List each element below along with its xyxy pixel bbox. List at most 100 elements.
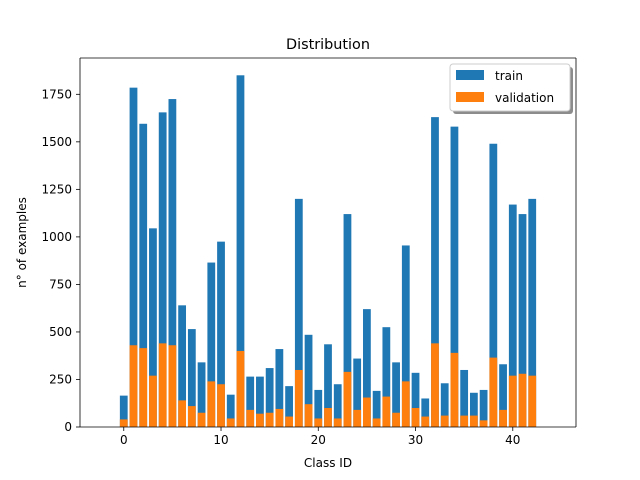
bar-validation-1 [129, 345, 138, 427]
bar-train-13 [246, 376, 255, 427]
bar-validation-14 [256, 413, 264, 427]
bar-train-31 [421, 398, 430, 427]
bar-validation-2 [139, 348, 148, 427]
bar-validation-27 [382, 396, 391, 427]
bar-train-9 [207, 262, 216, 427]
bar-train-5 [168, 99, 177, 427]
bar-train-39 [499, 364, 507, 427]
bar-validation-37 [479, 420, 488, 427]
bar-train-20 [314, 389, 323, 427]
bar-validation-38 [489, 357, 498, 427]
bar-train-16 [275, 349, 284, 427]
bar-train-35 [460, 369, 469, 427]
bar-validation-25 [363, 397, 371, 427]
bar-validation-13 [246, 409, 255, 427]
y-tick-label: 1250 [41, 182, 72, 196]
bar-train-19 [304, 334, 313, 427]
bar-validation-17 [285, 416, 293, 427]
y-axis-label: n° of examples [15, 197, 29, 288]
x-tick-label: 10 [213, 433, 228, 447]
bar-train-25 [363, 309, 371, 427]
y-tick-label: 1000 [41, 230, 72, 244]
legend-swatch-train [456, 70, 484, 80]
bar-validation-4 [158, 343, 167, 427]
bar-train-41 [518, 214, 527, 427]
bar-train-26 [372, 390, 381, 427]
bar-train-12 [236, 75, 245, 428]
validation-bars [119, 343, 537, 427]
bar-train-11 [226, 394, 235, 427]
bar-validation-21 [324, 407, 332, 427]
x-tick-label: 30 [408, 433, 423, 447]
chart-title: Distribution [286, 37, 370, 53]
bar-train-40 [508, 204, 517, 427]
bar-validation-41 [518, 373, 527, 427]
bar-validation-26 [372, 418, 381, 427]
bar-validation-16 [275, 408, 284, 427]
x-tick-label: 40 [505, 433, 520, 447]
bar-validation-11 [226, 418, 235, 427]
legend: train validation [449, 63, 573, 114]
legend-label-train: train [495, 69, 523, 83]
bar-train-21 [324, 344, 332, 427]
bar-validation-30 [411, 407, 420, 427]
bar-validation-20 [314, 418, 323, 427]
bar-validation-19 [304, 404, 313, 427]
bar-validation-29 [401, 381, 410, 427]
bar-train-42 [528, 198, 537, 427]
y-tick-label: 750 [49, 277, 72, 291]
x-tick-label: 0 [120, 433, 128, 447]
y-tick-label: 1750 [41, 87, 72, 101]
bar-validation-10 [217, 384, 225, 427]
bar-train-33 [440, 383, 449, 427]
bar-train-30 [411, 372, 420, 427]
bar-train-1 [129, 87, 138, 427]
bar-validation-8 [197, 412, 206, 427]
bar-train-7 [187, 329, 196, 427]
legend-swatch-validation [456, 92, 484, 102]
x-axis-ticks: 0 10 20 30 40 [120, 427, 520, 447]
bar-validation-12 [236, 350, 245, 427]
bar-validation-39 [499, 409, 507, 427]
x-axis-label: Class ID [304, 456, 352, 470]
y-tick-label: 0 [64, 420, 72, 434]
bar-train-38 [489, 143, 498, 428]
bar-validation-23 [343, 371, 352, 427]
bar-train-36 [469, 392, 478, 427]
y-tick-label: 500 [49, 325, 72, 339]
bar-train-14 [256, 376, 264, 427]
bar-validation-3 [149, 375, 157, 427]
bar-validation-34 [450, 352, 459, 427]
bar-train-18 [294, 198, 303, 427]
bar-train-3 [149, 228, 157, 427]
bar-train-0 [119, 395, 128, 427]
bar-train-4 [158, 112, 167, 428]
bar-train-17 [285, 386, 293, 427]
bar-train-2 [139, 123, 148, 427]
bar-validation-18 [294, 369, 303, 427]
bar-validation-6 [178, 400, 187, 427]
y-tick-label: 250 [49, 372, 72, 386]
bar-train-22 [333, 384, 342, 427]
bar-validation-0 [119, 419, 128, 427]
bar-validation-36 [469, 415, 478, 427]
bar-train-27 [382, 327, 391, 427]
bar-validation-32 [431, 343, 439, 427]
bar-validation-33 [440, 415, 449, 427]
bar-train-34 [450, 126, 459, 427]
axes-frame [79, 57, 577, 428]
bar-validation-31 [421, 416, 430, 427]
bar-validation-42 [528, 375, 537, 427]
bar-validation-28 [392, 412, 400, 427]
y-tick-label: 1500 [41, 135, 72, 149]
bar-train-6 [178, 305, 187, 427]
y-axis-ticks: 0 250 500 750 1000 1250 1500 1750 [41, 87, 80, 434]
bar-train-24 [353, 358, 362, 427]
bar-train-37 [479, 389, 488, 427]
bar-validation-5 [168, 345, 177, 427]
bar-train-29 [401, 245, 410, 427]
bar-validation-9 [207, 381, 216, 427]
train-bars [119, 75, 537, 428]
x-tick-label: 20 [311, 433, 326, 447]
